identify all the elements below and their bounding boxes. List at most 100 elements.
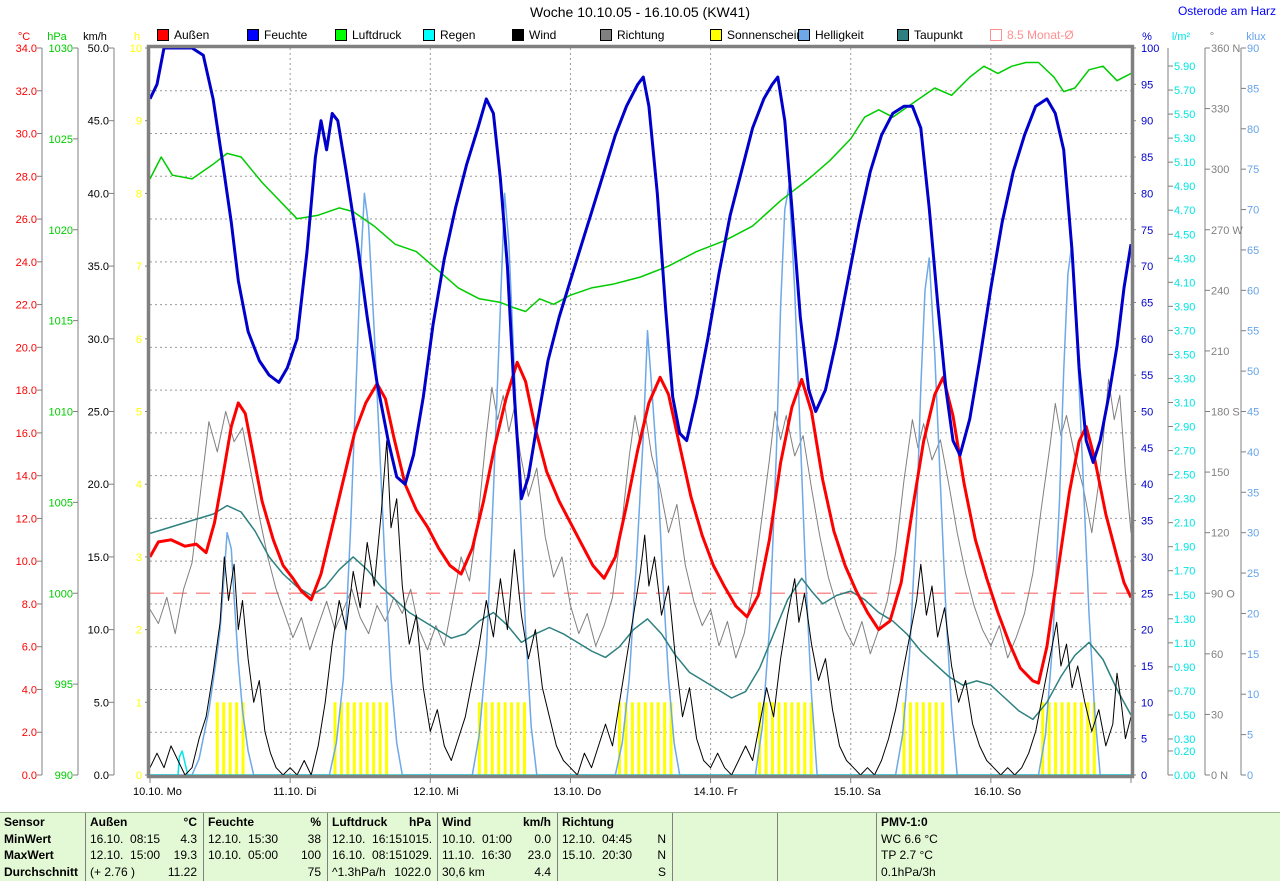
sunshine-bar xyxy=(783,702,787,775)
sunshine-axis-label: 0 xyxy=(136,770,142,782)
humidity-axis-label: 80 xyxy=(1141,188,1153,200)
rain-axis-label: 4.90 xyxy=(1174,181,1195,193)
feuchte-swatch-icon xyxy=(247,29,259,41)
sunshine-bar xyxy=(809,702,813,775)
series-wind xyxy=(149,440,1132,776)
rain-axis-label: 4.70 xyxy=(1174,205,1195,217)
sunshine-bar xyxy=(908,702,912,775)
brightness-axis-label: 0 xyxy=(1247,770,1253,782)
legend-label: Sonnenschein xyxy=(727,28,804,42)
rain-axis-label: 2.90 xyxy=(1174,422,1195,434)
temperature-axis-label: 0.0 xyxy=(22,770,37,782)
richtung-swatch-icon xyxy=(600,29,612,41)
pressure-axis-label: 1030 xyxy=(49,43,73,55)
sunshine-axis-label: 2 xyxy=(136,625,142,637)
brightness-axis-label: 15 xyxy=(1247,649,1259,661)
rain-axis-label: 5.70 xyxy=(1174,85,1195,97)
rain-axis-label: 0.20 xyxy=(1174,746,1195,758)
windspeed-axis-label: 40.0 xyxy=(88,188,109,200)
sunshine-bar xyxy=(1066,702,1070,775)
sunshine-bar xyxy=(241,702,245,775)
windspeed-axis-label: 20.0 xyxy=(88,479,109,491)
table-cell: WC 6.6 °C xyxy=(881,831,938,846)
helligkeit-swatch-icon xyxy=(798,29,810,41)
temperature-axis-header: °C xyxy=(18,31,30,43)
rain-axis-label: 0.50 xyxy=(1174,710,1195,722)
temperature-axis-label: 34.0 xyxy=(16,43,37,55)
table-column-empty-5 xyxy=(673,813,778,881)
table-cell xyxy=(677,831,771,848)
rain-axis-label: 1.30 xyxy=(1174,614,1195,626)
temperature-axis-label: 4.0 xyxy=(22,684,37,696)
aussen-swatch-icon xyxy=(157,29,169,41)
sunshine-bar xyxy=(921,702,925,775)
table-column-header: PMV-1:0 xyxy=(881,815,928,830)
legend-item-wind: Wind xyxy=(512,28,556,42)
humidity-axis-label: 70 xyxy=(1141,261,1153,273)
humidity-axis-label: 65 xyxy=(1141,297,1153,309)
legend-label: Helligkeit xyxy=(815,28,864,42)
humidity-axis-label: 45 xyxy=(1141,443,1153,455)
table-cell: 16.10. 08:15 4.3 xyxy=(90,831,197,846)
legend-label: Luftdruck xyxy=(352,28,402,42)
table-cell: 10.10. 05:00 100 xyxy=(208,848,321,863)
legend-label: Richtung xyxy=(617,28,665,42)
humidity-axis-label: 15 xyxy=(1141,661,1153,673)
brightness-axis-label: 25 xyxy=(1247,568,1259,580)
rain-axis-label: 4.30 xyxy=(1174,253,1195,265)
humidity-axis-label: 25 xyxy=(1141,588,1153,600)
sunshine-axis-label: 4 xyxy=(136,479,142,491)
sunshine-bar xyxy=(915,702,919,775)
day-label: 10.10. Mo xyxy=(133,786,182,798)
table-column-header: Luftdruck hPa xyxy=(332,815,431,830)
rain-axis-label: 2.30 xyxy=(1174,494,1195,506)
table-column-header: Außen °C xyxy=(90,815,197,830)
table-cell: 15.10. 20:30 N xyxy=(562,848,666,863)
sunshine-axis-label: 1 xyxy=(136,697,142,709)
sunshine-bar xyxy=(503,702,507,775)
rain-axis-label: 0.90 xyxy=(1174,662,1195,674)
brightness-axis-label: 90 xyxy=(1247,43,1259,55)
table-cell: TP 2.7 °C xyxy=(881,848,933,863)
table-cell: 10.10. 01:00 0.0 xyxy=(442,831,551,846)
rain-axis-label: 5.10 xyxy=(1174,157,1195,169)
rain-axis-label: 0.00 xyxy=(1174,770,1195,782)
direction-axis-label: 90 O xyxy=(1211,588,1235,600)
temperature-axis-label: 22.0 xyxy=(16,300,37,312)
legend-item-helligkeit: Helligkeit xyxy=(798,28,864,42)
sunshine-bar xyxy=(228,702,232,775)
sunshine-bar xyxy=(650,702,654,775)
table-cell xyxy=(782,831,870,848)
sunshine-bar xyxy=(941,702,945,775)
day-label: 16.10. So xyxy=(974,786,1021,798)
rain-axis-label: 1.90 xyxy=(1174,542,1195,554)
table-cell xyxy=(782,847,870,864)
temperature-axis-label: 10.0 xyxy=(16,556,37,568)
table-column-empty-6 xyxy=(778,813,877,881)
sunshine-axis-label: 5 xyxy=(136,407,142,419)
monat-avg-swatch-icon xyxy=(990,29,1002,41)
rain-axis-label: 2.10 xyxy=(1174,518,1195,530)
sunshine-bar xyxy=(510,702,514,775)
table-column-pmv-1-0: PMV-1:0 WC 6.6 °C TP 2.7 °C 0.1hPa/3h xyxy=(877,813,1280,881)
rain-axis-label: 0.70 xyxy=(1174,686,1195,698)
brightness-axis-label: 60 xyxy=(1247,285,1259,297)
windspeed-axis-label: 25.0 xyxy=(88,407,109,419)
direction-axis-label: 60 xyxy=(1211,649,1223,661)
humidity-axis-label: 50 xyxy=(1141,407,1153,419)
day-label: 12.10. Mi xyxy=(413,786,458,798)
table-column-header: Richtung xyxy=(562,815,614,830)
rain-axis-label: 2.70 xyxy=(1174,446,1195,458)
brightness-axis-label: 80 xyxy=(1247,124,1259,136)
brightness-axis-label: 40 xyxy=(1247,447,1259,459)
wind-swatch-icon xyxy=(512,29,524,41)
sunshine-bar xyxy=(902,702,906,775)
legend-label: Außen xyxy=(174,28,210,42)
series-luftdruck xyxy=(149,61,1132,313)
table-column-au-en: Außen °C 16.10. 08:15 4.3 12.10. 15:00 19.3 (+… xyxy=(86,813,204,881)
day-label: 14.10. Fr xyxy=(694,786,738,798)
